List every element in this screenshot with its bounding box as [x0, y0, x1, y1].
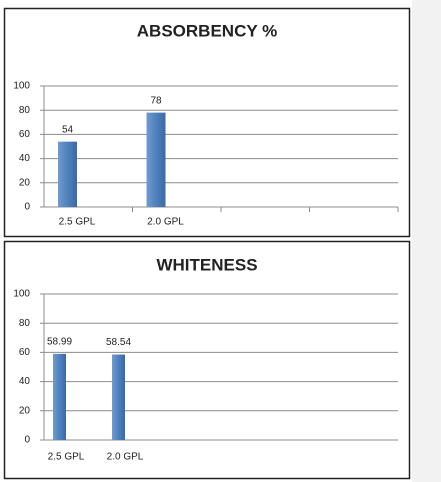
y-tick-label: 40: [19, 153, 31, 164]
y-tick-label: 100: [13, 289, 30, 300]
x-tick-label: 2.0 GPL: [147, 217, 184, 228]
bar: [112, 354, 125, 440]
data-label: 58.54: [106, 337, 131, 348]
y-tick-label: 0: [24, 202, 30, 213]
x-tick-label: 2.5 GPL: [59, 217, 96, 228]
side-strip: [412, 0, 441, 482]
y-tick-label: 20: [19, 405, 31, 416]
data-label: 78: [150, 95, 162, 106]
chart-title: WHITENESS: [156, 255, 257, 274]
y-tick-label: 20: [19, 177, 31, 188]
bar: [58, 141, 77, 207]
x-tick-label: 2.0 GPL: [107, 452, 144, 463]
y-tick-label: 60: [19, 347, 31, 358]
y-tick-label: 80: [19, 318, 31, 329]
data-label: 58.99: [47, 337, 72, 348]
y-tick-label: 40: [19, 376, 31, 387]
bar: [146, 112, 166, 207]
chart-title: ABSORBENCY %: [137, 21, 277, 40]
bar: [53, 353, 66, 440]
y-tick-label: 80: [19, 105, 31, 116]
x-tick-label: 2.5 GPL: [48, 452, 85, 463]
data-label: 54: [62, 124, 74, 135]
chart-frame: [3, 240, 411, 480]
y-tick-label: 0: [24, 435, 30, 446]
y-tick-label: 100: [13, 81, 30, 92]
y-tick-label: 60: [19, 129, 31, 140]
